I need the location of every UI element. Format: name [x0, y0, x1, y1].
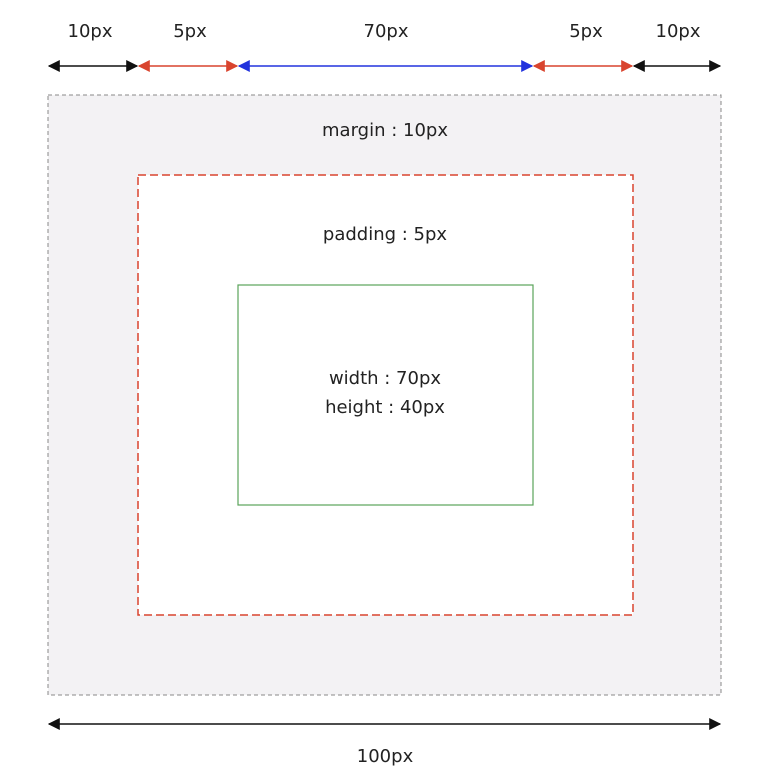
- dim-label: 10px: [656, 21, 701, 42]
- margin-label: margin : 10px: [322, 120, 448, 141]
- dim-label: 70px: [364, 21, 409, 42]
- content-label: width : 70px: [329, 368, 441, 389]
- content-label: height : 40px: [325, 397, 445, 418]
- dim-label: 5px: [173, 21, 207, 42]
- total-label: 100px: [357, 746, 414, 767]
- padding-label: padding : 5px: [323, 224, 448, 245]
- dim-label: 10px: [68, 21, 113, 42]
- content-box: [237, 284, 534, 506]
- dim-label: 5px: [569, 21, 603, 42]
